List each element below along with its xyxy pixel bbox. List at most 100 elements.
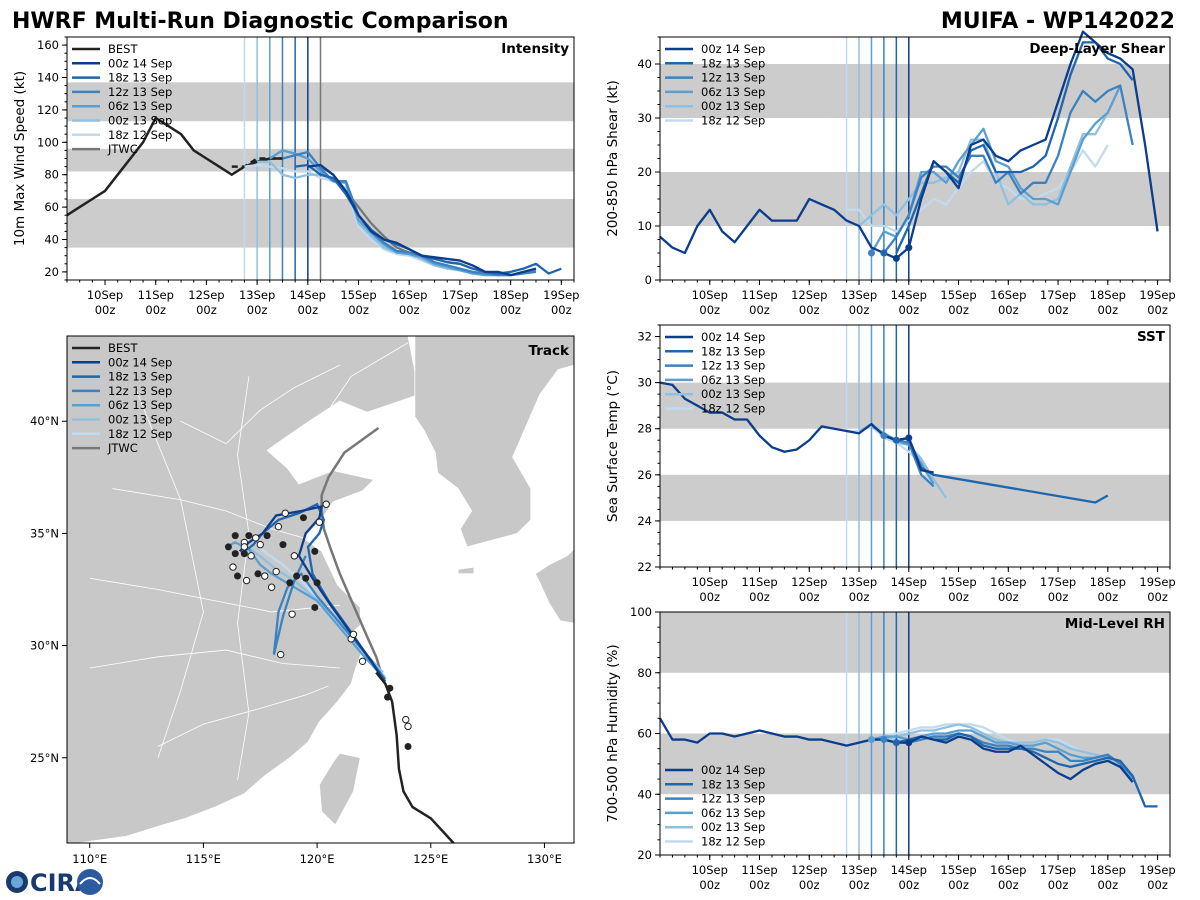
track-forecast-dot: [290, 552, 299, 560]
track-position-dot: [404, 743, 412, 751]
track-position-dot: [384, 693, 392, 701]
province-border: [89, 577, 340, 613]
shear-init-marker: [892, 254, 900, 262]
track-legend-jtwc-label: JTWC: [107, 441, 138, 455]
intensity-xtick-label-hour: 00z: [297, 303, 318, 317]
shear-legend-label: 00z 13 Sep: [701, 99, 765, 113]
intensity-ytick-label: 80: [44, 168, 59, 182]
storm-id-title: MUIFA - WP142022: [941, 9, 1175, 34]
rh-series-18z-12-sep: [846, 723, 1109, 759]
province-border: [180, 364, 341, 445]
sst-ytick-label: 26: [637, 468, 652, 482]
track-position-dot: [311, 547, 319, 555]
track-xtick-label: 120°E: [300, 852, 335, 866]
mainland-land: [67, 336, 420, 843]
sst-legend-label: 18z 13 Sep: [701, 344, 765, 358]
rh-ytick-label: 40: [637, 787, 652, 801]
rh-ylabel: 700-500 hPa Humidity (%): [605, 644, 621, 822]
track-xtick-label: 110°E: [72, 852, 107, 866]
track-forecast-dot: [274, 522, 283, 531]
logo-globe-inner-icon: [11, 876, 23, 888]
track-legend-label: 18z 13 Sep: [108, 370, 172, 384]
sst-band: [660, 474, 1170, 521]
shear-init-marker: [880, 249, 888, 257]
shear-xtick-label-day: 14Sep: [891, 288, 927, 302]
track-position-dot: [299, 514, 307, 522]
intensity-xtick-label-day: 12Sep: [188, 288, 224, 302]
province-border: [134, 387, 204, 758]
logo-seal-wave-icon: [79, 877, 101, 885]
shear-xtick-label-day: 13Sep: [841, 288, 877, 302]
rh-xtick-label-hour: 00z: [898, 878, 919, 892]
track-panel-title: Track: [529, 343, 570, 359]
track-ytick-label: 30°N: [30, 639, 59, 653]
track-forecast-dot: [404, 722, 412, 731]
shear-xtick-label-hour: 00z: [849, 303, 870, 317]
track-forecast-dot: [242, 576, 251, 585]
province-border: [328, 342, 409, 411]
legend-best-label: BEST: [108, 42, 138, 56]
track-position-dot: [313, 579, 321, 587]
sst-init-marker: [905, 434, 913, 442]
track-position-dot: [231, 532, 239, 540]
intensity-ytick-label: 40: [44, 233, 59, 247]
shear-ytick-label: 10: [637, 219, 652, 233]
taiwan-land: [318, 752, 361, 826]
rh-init-marker: [867, 736, 875, 744]
jeju-land: [457, 566, 475, 575]
sst-panel: 22242628303210Sep00z11Sep00z12Sep00z13Se…: [605, 324, 1176, 604]
rh-xtick-label-hour: 00z: [948, 878, 969, 892]
japan-land: [534, 548, 574, 624]
track-forecast-dot: [247, 552, 255, 560]
rh-xtick-label-day: 15Sep: [940, 863, 976, 877]
rh-xtick-label-day: 13Sep: [841, 863, 877, 877]
track-position-dot: [240, 550, 248, 558]
track-forecast-dot: [322, 500, 330, 508]
sst-xtick-label-day: 16Sep: [990, 575, 1026, 589]
intensity-xtick-label-hour: 00z: [196, 303, 217, 317]
sst-xtick-label-hour: 00z: [948, 590, 969, 604]
rh-legend-label: 18z 13 Sep: [701, 777, 765, 791]
sst-legend-label: 18z 12 Sep: [701, 402, 765, 416]
shear-ytick-label: 40: [637, 57, 652, 71]
intensity-panel: 2040608010012014016010Sep00z11Sep00z12Se…: [12, 36, 579, 317]
track-position-dot: [311, 603, 319, 611]
track-forecast-dot: [267, 583, 276, 591]
track-legend-label: 00z 13 Sep: [108, 413, 172, 427]
sst-band: [660, 382, 1170, 429]
intensity-xtick-label-day: 19Sep: [543, 288, 579, 302]
track-position-dot: [254, 570, 262, 578]
intensity-ytick-label: 120: [37, 103, 59, 117]
rh-xtick-label-day: 19Sep: [1139, 863, 1175, 877]
intensity-series-00z-14-sep: [307, 163, 537, 277]
rh-band: [660, 612, 1170, 673]
track-map-area: [67, 336, 574, 843]
sst-xtick-label-day: 13Sep: [841, 575, 877, 589]
shear-xtick-label-hour: 00z: [1147, 303, 1168, 317]
sst-xtick-label-day: 11Sep: [741, 575, 777, 589]
sst-init-marker: [880, 432, 888, 440]
sst-xtick-label-hour: 00z: [998, 590, 1019, 604]
shear-xtick-label-hour: 00z: [948, 303, 969, 317]
track-panel: 110°E 115°E 120°E 125°E 130°E 25°N 30°N 35°N 40°…: [30, 335, 575, 866]
sst-ylabel: Sea Surface Temp (°C): [605, 370, 621, 522]
intensity-xtick-label-day: 11Sep: [138, 288, 174, 302]
track-position-dot: [279, 541, 287, 549]
shear-xtick-label-day: 18Sep: [1090, 288, 1126, 302]
shear-ytick-label: 30: [637, 111, 652, 125]
track-xtick-label: 130°E: [527, 852, 562, 866]
rh-xtick-label-hour: 00z: [799, 878, 820, 892]
rh-xtick-label-hour: 00z: [849, 878, 870, 892]
track-jtwc-line: [320, 426, 385, 680]
shear-xtick-label-hour: 00z: [898, 303, 919, 317]
track-forecast-dot: [229, 563, 237, 571]
shear-xtick-label-day: 19Sep: [1139, 288, 1175, 302]
track-forecast-dot: [272, 567, 280, 576]
rh-ytick-label: 20: [637, 848, 652, 862]
sst-legend-label: 00z 14 Sep: [701, 330, 765, 344]
rh-xtick-label-hour: 00z: [998, 878, 1019, 892]
track-position-dot: [302, 574, 310, 582]
track-forecast-dot: [349, 630, 358, 639]
track-position-dot: [234, 572, 242, 580]
sst-legend-label: 06z 13 Sep: [701, 373, 765, 387]
